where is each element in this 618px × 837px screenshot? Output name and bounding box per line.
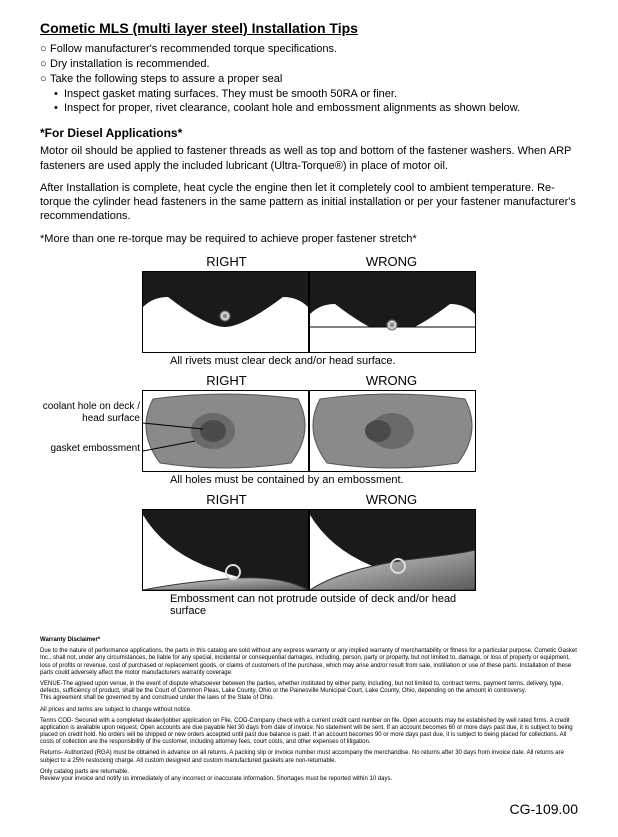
caption-3: Embossment can not protrude outside of d… [170,593,470,617]
page-code: CG-109.00 [40,801,578,817]
gasket-label: gasket embossment [30,443,140,455]
wrong-label: WRONG [309,254,474,269]
bullet-text: Take the following steps to assure a pro… [50,72,282,87]
coolant-label: coolant hole on deck / head surface [30,401,140,425]
caption-2: All holes must be contained by an emboss… [170,474,578,486]
wrong-label: WRONG [309,492,474,507]
bullet-mark: ○ [40,72,50,87]
fine-text: VENUE-The agreed upon venue, in the even… [40,681,563,694]
warranty-head: Warranty Disclaimer* [40,637,578,644]
paragraph: After Installation is complete, heat cyc… [40,181,578,224]
bullet-text: Inspect gasket mating surfaces. They mus… [64,87,397,102]
fine-print: Only catalog parts are returnable. Revie… [40,769,578,783]
caption-1: All rivets must clear deck and/or head s… [170,355,578,367]
doc-title: Cometic MLS (multi layer steel) Installa… [40,20,578,36]
diagram-edge-wrong [309,509,476,591]
fine-print: Terms COD- Secured with a completed deal… [40,718,578,747]
fine-print: Returns- Authorized (RGA) must be obtain… [40,750,578,764]
diagram-emboss-wrong [309,390,476,472]
wrong-label: WRONG [309,373,474,388]
right-label: RIGHT [144,492,309,507]
bullet-item: ○ Take the following steps to assure a p… [40,72,578,87]
bullet-list: ○ Follow manufacturer's recommended torq… [40,42,578,116]
diagram-row-1: RIGHT WRONG All rivets [40,254,578,367]
bullet-item: ○ Dry installation is recommended. [40,57,578,72]
bullet-mark: • [54,101,64,116]
fine-text: Review your invoice and notify us immedi… [40,776,392,782]
bullet-text: Dry installation is recommended. [50,57,210,72]
diagram-row-3: RIGHT WRONG [40,492,578,617]
bullet-subitem: • Inspect for proper, rivet clearance, c… [40,101,578,116]
paragraph: *More than one re-torque may be required… [40,232,578,246]
diagram-emboss-right [142,390,309,472]
diagram-rivet-wrong [309,271,476,353]
fine-text: This agreement shall be governed by and … [40,695,274,701]
fine-print: All prices and terms are subject to chan… [40,707,578,714]
bullet-subitem: • Inspect gasket mating surfaces. They m… [40,87,578,102]
bullet-text: Follow manufacturer's recommended torque… [50,42,337,57]
bullet-text: Inspect for proper, rivet clearance, coo… [64,101,520,116]
fine-print: VENUE-The agreed upon venue, in the even… [40,681,578,703]
diagram-rivet-right [142,271,309,353]
fine-print: Due to the nature of performance applica… [40,648,578,677]
bullet-mark: ○ [40,57,50,72]
page: Cometic MLS (multi layer steel) Installa… [0,0,618,837]
bullet-item: ○ Follow manufacturer's recommended torq… [40,42,578,57]
diesel-heading: *For Diesel Applications* [40,126,578,140]
diagram-edge-right [142,509,309,591]
bullet-mark: ○ [40,42,50,57]
diagram-row-2: coolant hole on deck / head surface gask… [40,373,578,486]
fine-text: Only catalog parts are returnable. [40,769,129,775]
right-label: RIGHT [144,373,309,388]
bullet-mark: • [54,87,64,102]
paragraph: Motor oil should be applied to fastener … [40,144,578,173]
right-label: RIGHT [144,254,309,269]
